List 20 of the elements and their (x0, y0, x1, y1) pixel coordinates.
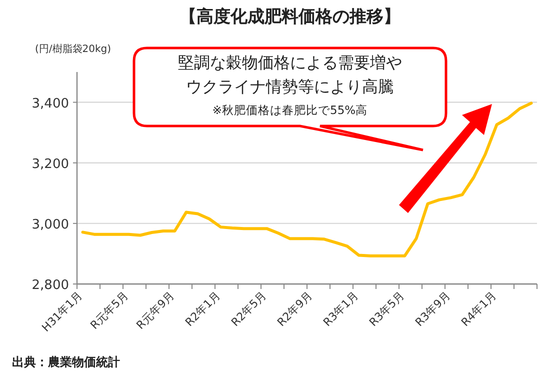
x-tick-label: R元年5月 (88, 288, 131, 332)
source-note: 出典：農業物価統計 (12, 355, 120, 369)
y-tick-label: 3,000 (32, 217, 69, 232)
x-tick-label: R2年5月 (228, 288, 269, 329)
y-tick-label: 3,200 (32, 156, 69, 172)
x-tick-label: R4年1月 (458, 288, 499, 329)
y-tick-label: 3,400 (32, 96, 69, 112)
x-tick-label: R2年1月 (182, 288, 223, 329)
x-tick-label: R3年9月 (412, 288, 453, 329)
annotation: ※秋肥価格は春肥比で55%高 (212, 103, 368, 117)
y-tick-label: 2,800 (32, 278, 69, 293)
x-tick-label: R2年9月 (274, 288, 315, 329)
annotation: ウクライナ情勢等により高騰 (186, 77, 394, 96)
y-axis-title: (円/樹脂袋20kg) (35, 43, 112, 55)
x-tick-label: R3年5月 (366, 288, 407, 329)
x-tick-label: R3年1月 (320, 288, 361, 329)
line-series (81, 102, 533, 258)
annotation: 堅調な穀物価格による需要増や (178, 53, 402, 72)
chart-title: 【高度化成肥料価格の推移】 (180, 7, 400, 27)
x-tick-label: R元年9月 (134, 288, 177, 332)
